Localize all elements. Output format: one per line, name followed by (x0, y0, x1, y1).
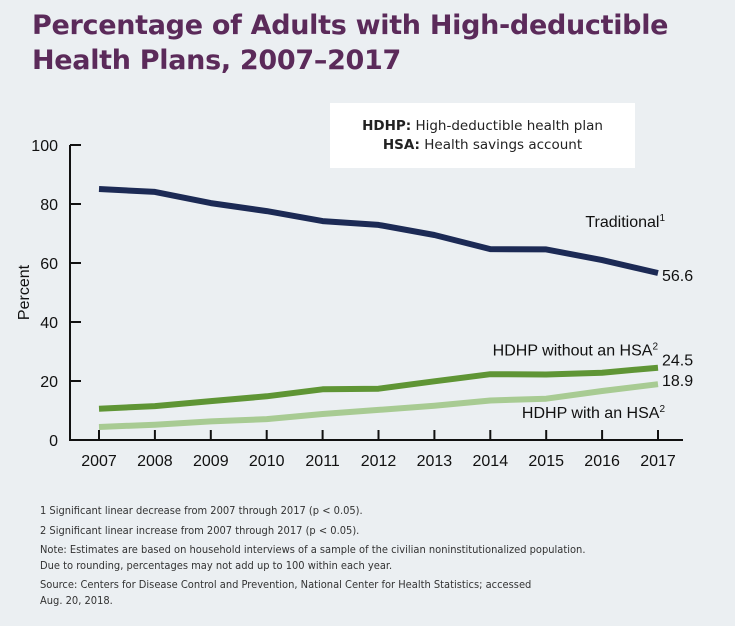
legend-hsa-def: Health savings account (419, 137, 583, 153)
y-tick-label: 40 (40, 315, 58, 332)
footnote-1: 1 Significant linear decrease from 2007 … (40, 504, 363, 517)
y-tick-label: 100 (31, 138, 58, 155)
y-tick-label: 0 (49, 433, 58, 450)
footnotes: 1 Significant linear decrease from 2007 … (40, 503, 720, 612)
series-label: HDHP with an HSA2 (522, 404, 666, 422)
series-label: Traditional1 (585, 213, 665, 231)
series-label-text: HDHP with an HSA (522, 405, 660, 422)
source-line-2: Aug. 20, 2018. (40, 593, 113, 607)
x-tick-label: 2008 (137, 453, 173, 470)
title-line-1: Percentage of Adults with High-deductibl… (32, 10, 669, 41)
axes: 0 20 40 60 80 100 Percent 2007 2008 2009 2010 2011 2… (16, 138, 683, 470)
series-label-footnote: 2 (659, 404, 665, 415)
series-label: HDHP without an HSA2 (493, 342, 659, 360)
series-label-footnote: 1 (659, 213, 665, 224)
x-tick-label: 2010 (249, 453, 285, 470)
source-line-1: Source: Centers for Disease Control and … (40, 578, 532, 591)
legend-hdhp: HDHP: High-deductible health plan (330, 117, 635, 136)
legend-hdhp-term: HDHP: (362, 118, 412, 134)
x-tick-label: 2014 (473, 453, 509, 470)
x-tick-label: 2007 (81, 453, 117, 470)
y-tick-label: 80 (40, 197, 58, 214)
x-tick-label: 2015 (528, 453, 564, 470)
x-tick-label: 2016 (584, 453, 620, 470)
legend-hsa-term: HSA: (382, 137, 420, 153)
series-line-traditional (98, 186, 659, 276)
chart-title: Percentage of Adults with High-deductibl… (32, 8, 668, 78)
y-tick-label: 20 (40, 374, 58, 391)
abbreviation-legend: HDHP: High-deductible health plan HSA: H… (330, 103, 635, 168)
y-tick-label: 60 (40, 256, 58, 273)
footnote-2: 2 Significant linear increase from 2007 … (40, 523, 360, 537)
series-line-hdhp-without-an-hsa (98, 364, 659, 412)
x-tick-label: 2012 (361, 453, 397, 470)
legend-hsa: HSA: Health savings account (330, 136, 635, 155)
series-label-text: Traditional (585, 214, 659, 231)
end-value-label: 18.9 (662, 373, 693, 390)
series-label-text: HDHP without an HSA (493, 343, 653, 360)
x-tick-label: 2013 (417, 453, 453, 470)
y-axis-label: Percent (16, 264, 33, 320)
title-line-2: Health Plans, 2007–2017 (32, 45, 402, 76)
series-label-footnote: 2 (652, 342, 658, 353)
end-value-label: 56.6 (662, 268, 693, 285)
end-value-label: 24.5 (662, 353, 693, 370)
x-tick-label: 2011 (305, 453, 340, 470)
x-tick-label: 2009 (193, 453, 229, 470)
legend-hdhp-def: High-deductible health plan (411, 118, 603, 134)
series-line-hdhp-with-an-hsa (98, 381, 659, 430)
series-lines (98, 186, 659, 430)
note-line-1: Note: Estimates are based on household i… (40, 543, 586, 556)
x-tick-label: 2017 (640, 453, 676, 470)
line-chart: 0 20 40 60 80 100 Percent 2007 2008 2009 2010 2011 2… (16, 138, 694, 470)
note-line-2: Due to rounding, percentages may not add… (40, 558, 393, 572)
